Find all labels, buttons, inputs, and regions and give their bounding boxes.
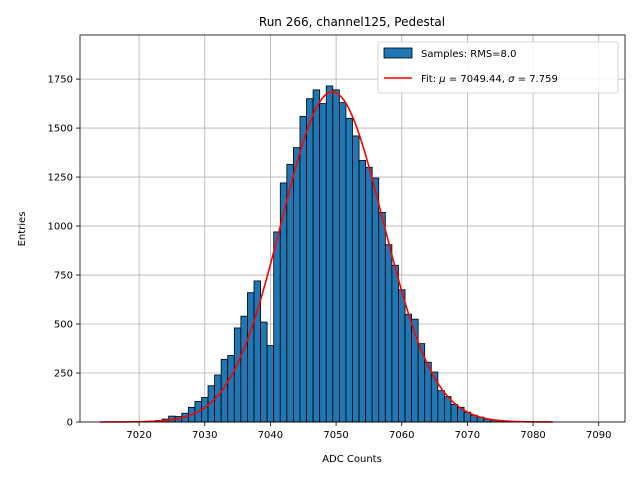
legend-samples-swatch [383, 47, 413, 59]
histogram-bar [398, 289, 406, 423]
legend-fit-sigma-value: = 7.759 [514, 74, 557, 85]
histogram-bar [358, 160, 367, 423]
y-tick-label: 1000 [48, 222, 73, 233]
y-tick-label: 1750 [48, 75, 73, 86]
histogram-bar [404, 313, 412, 423]
x-tick-label: 7040 [258, 430, 283, 441]
histogram-bar [325, 85, 334, 423]
chart-title: Run 266, channel125, Pedestal [259, 15, 445, 29]
legend-box [377, 41, 619, 94]
histogram-bar [273, 231, 281, 423]
histogram-bar [378, 211, 386, 423]
x-tick-label: 7060 [389, 430, 414, 441]
legend-fit-mu-symbol: μ [438, 74, 445, 85]
histogram-bar [279, 182, 288, 423]
histogram-bar [384, 244, 393, 423]
x-tick-label: 7030 [192, 430, 217, 441]
histogram-bar [227, 354, 235, 423]
x-tick-label: 7090 [586, 430, 611, 441]
legend-samples-label: Samples: RMS=8.0 [421, 49, 516, 60]
y-tick-label: 500 [54, 320, 73, 331]
histogram-bar [338, 102, 347, 423]
legend-fit-label: Fit: μ = 7049.44, σ = 7.759 [421, 74, 558, 85]
y-tick-label: 250 [54, 369, 73, 380]
histogram-bar [266, 345, 275, 423]
y-axis-ticks: 0 250 500 750 1000 1250 1500 1750 [48, 75, 80, 429]
plot-frame [79, 34, 626, 423]
y-tick-label: 1500 [48, 124, 73, 135]
histogram-bar [306, 98, 314, 423]
histogram-bar [260, 321, 268, 423]
histogram-bar [233, 327, 242, 423]
histogram-bar [240, 315, 248, 423]
histogram-bar [352, 135, 360, 423]
histogram-bar [450, 403, 458, 423]
y-tick-label: 1250 [48, 173, 73, 184]
y-tick-label: 750 [54, 271, 73, 282]
histogram-bar [437, 390, 445, 423]
x-axis-ticks: 7020 7030 7040 7050 7060 7070 7080 7090 [126, 422, 611, 441]
histogram-bar [286, 163, 294, 423]
histogram-bar [312, 89, 321, 423]
x-tick-label: 7050 [323, 430, 348, 441]
histogram-bar [391, 264, 399, 423]
histogram-bar [247, 292, 255, 423]
x-tick-label: 7080 [520, 430, 545, 441]
legend-fit-sigma-symbol: σ [508, 74, 515, 85]
histogram-bar [430, 371, 439, 423]
y-axis-label: Entries [17, 212, 28, 247]
histogram-bar [444, 396, 452, 423]
histogram-bar [299, 115, 307, 423]
x-axis-label: ADC Counts [322, 454, 382, 465]
fit-curve [99, 91, 553, 423]
histogram-bar [332, 89, 340, 423]
x-tick-label: 7020 [126, 430, 151, 441]
histogram-bar [319, 103, 327, 423]
x-tick-label: 7070 [455, 430, 480, 441]
legend-fit-mu-value: = 7049.44, [446, 74, 508, 85]
legend-fit-prefix: Fit: [421, 74, 439, 85]
y-tick-label: 0 [67, 418, 73, 429]
histogram-bar [365, 166, 373, 423]
legend: Samples: RMS=8.0 Fit: μ = 7049.44, σ = 7… [377, 41, 619, 94]
histogram-bar [345, 117, 353, 423]
histogram-bars [135, 85, 524, 423]
histogram-bar [293, 147, 301, 423]
histogram-bar [371, 177, 380, 423]
